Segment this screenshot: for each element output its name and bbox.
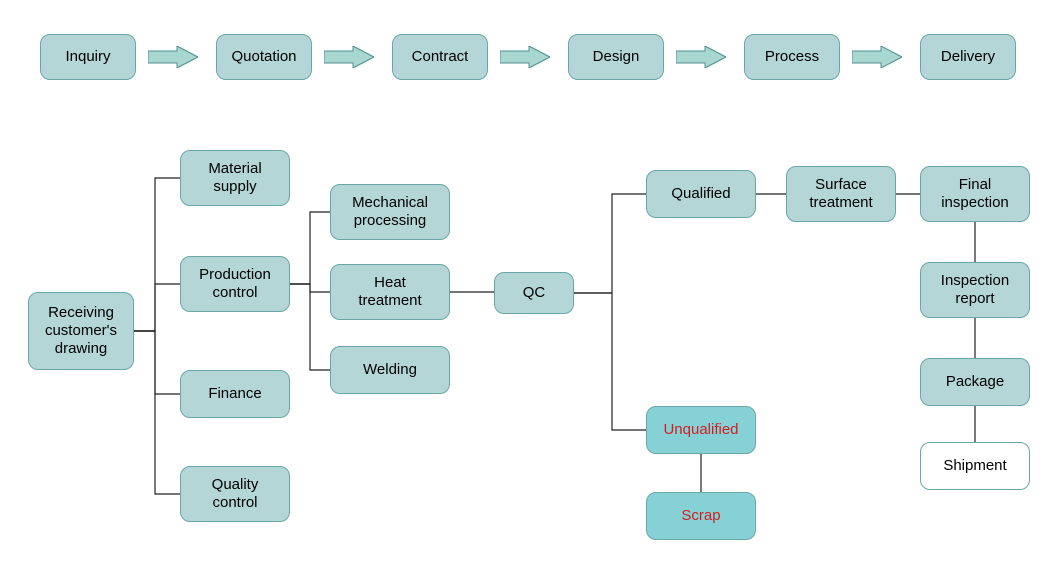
node-heat-treatment: Heat treatment bbox=[330, 264, 450, 320]
connector-line bbox=[290, 284, 330, 370]
node-production-control: Production control bbox=[180, 256, 290, 312]
node-material-supply: Material supply bbox=[180, 150, 290, 206]
node-qualified: Qualified bbox=[646, 170, 756, 218]
node-inspection-report: Inspection report bbox=[920, 262, 1030, 318]
node-label: Surface treatment bbox=[809, 176, 872, 212]
node-finance: Finance bbox=[180, 370, 290, 418]
arrow-right-icon bbox=[500, 46, 550, 68]
node-design: Design bbox=[568, 34, 664, 80]
node-label: Process bbox=[765, 48, 819, 66]
connector-line bbox=[290, 212, 330, 284]
node-receiving: Receiving customer's drawing bbox=[28, 292, 134, 370]
arrow-right-icon bbox=[852, 46, 902, 68]
node-scrap: Scrap bbox=[646, 492, 756, 540]
node-label: Delivery bbox=[941, 48, 995, 66]
node-process: Process bbox=[744, 34, 840, 80]
node-unqualified: Unqualified bbox=[646, 406, 756, 454]
node-inquiry: Inquiry bbox=[40, 34, 136, 80]
node-quality-control: Quality control bbox=[180, 466, 290, 522]
node-label: Inquiry bbox=[65, 48, 110, 66]
arrow-right-icon bbox=[148, 46, 198, 68]
node-label: QC bbox=[523, 284, 546, 302]
node-label: Material supply bbox=[208, 160, 261, 196]
node-label: Finance bbox=[208, 385, 261, 403]
node-label: Heat treatment bbox=[358, 274, 421, 310]
node-label: Receiving customer's drawing bbox=[45, 304, 117, 358]
node-label: Design bbox=[593, 48, 640, 66]
node-label: Quality control bbox=[212, 476, 259, 512]
connector-line bbox=[134, 331, 180, 494]
node-surface-treatment: Surface treatment bbox=[786, 166, 896, 222]
node-label: Welding bbox=[363, 361, 417, 379]
connector-line bbox=[134, 178, 180, 331]
arrow-right-icon bbox=[676, 46, 726, 68]
node-mechanical: Mechanical processing bbox=[330, 184, 450, 240]
connector-line bbox=[574, 194, 646, 293]
node-label: Mechanical processing bbox=[352, 194, 428, 230]
node-label: Package bbox=[946, 373, 1004, 391]
node-label: Final inspection bbox=[941, 176, 1009, 212]
node-label: Shipment bbox=[943, 457, 1006, 475]
node-final-inspection: Final inspection bbox=[920, 166, 1030, 222]
node-label: Inspection report bbox=[941, 272, 1009, 308]
node-quotation: Quotation bbox=[216, 34, 312, 80]
connector-line bbox=[134, 284, 180, 331]
node-welding: Welding bbox=[330, 346, 450, 394]
node-contract: Contract bbox=[392, 34, 488, 80]
flowchart-canvas: { "colors": { "node_fill_default": "#b4d… bbox=[0, 0, 1059, 583]
node-label: Contract bbox=[412, 48, 469, 66]
node-qc: QC bbox=[494, 272, 574, 314]
node-shipment: Shipment bbox=[920, 442, 1030, 490]
node-label: Quotation bbox=[231, 48, 296, 66]
connector-line bbox=[574, 293, 646, 430]
node-label: Scrap bbox=[681, 507, 720, 525]
connector-line bbox=[290, 284, 330, 292]
node-label: Production control bbox=[199, 266, 271, 302]
node-label: Qualified bbox=[671, 185, 730, 203]
node-delivery: Delivery bbox=[920, 34, 1016, 80]
connector-line bbox=[134, 331, 180, 394]
node-package: Package bbox=[920, 358, 1030, 406]
arrow-right-icon bbox=[324, 46, 374, 68]
node-label: Unqualified bbox=[663, 421, 738, 439]
